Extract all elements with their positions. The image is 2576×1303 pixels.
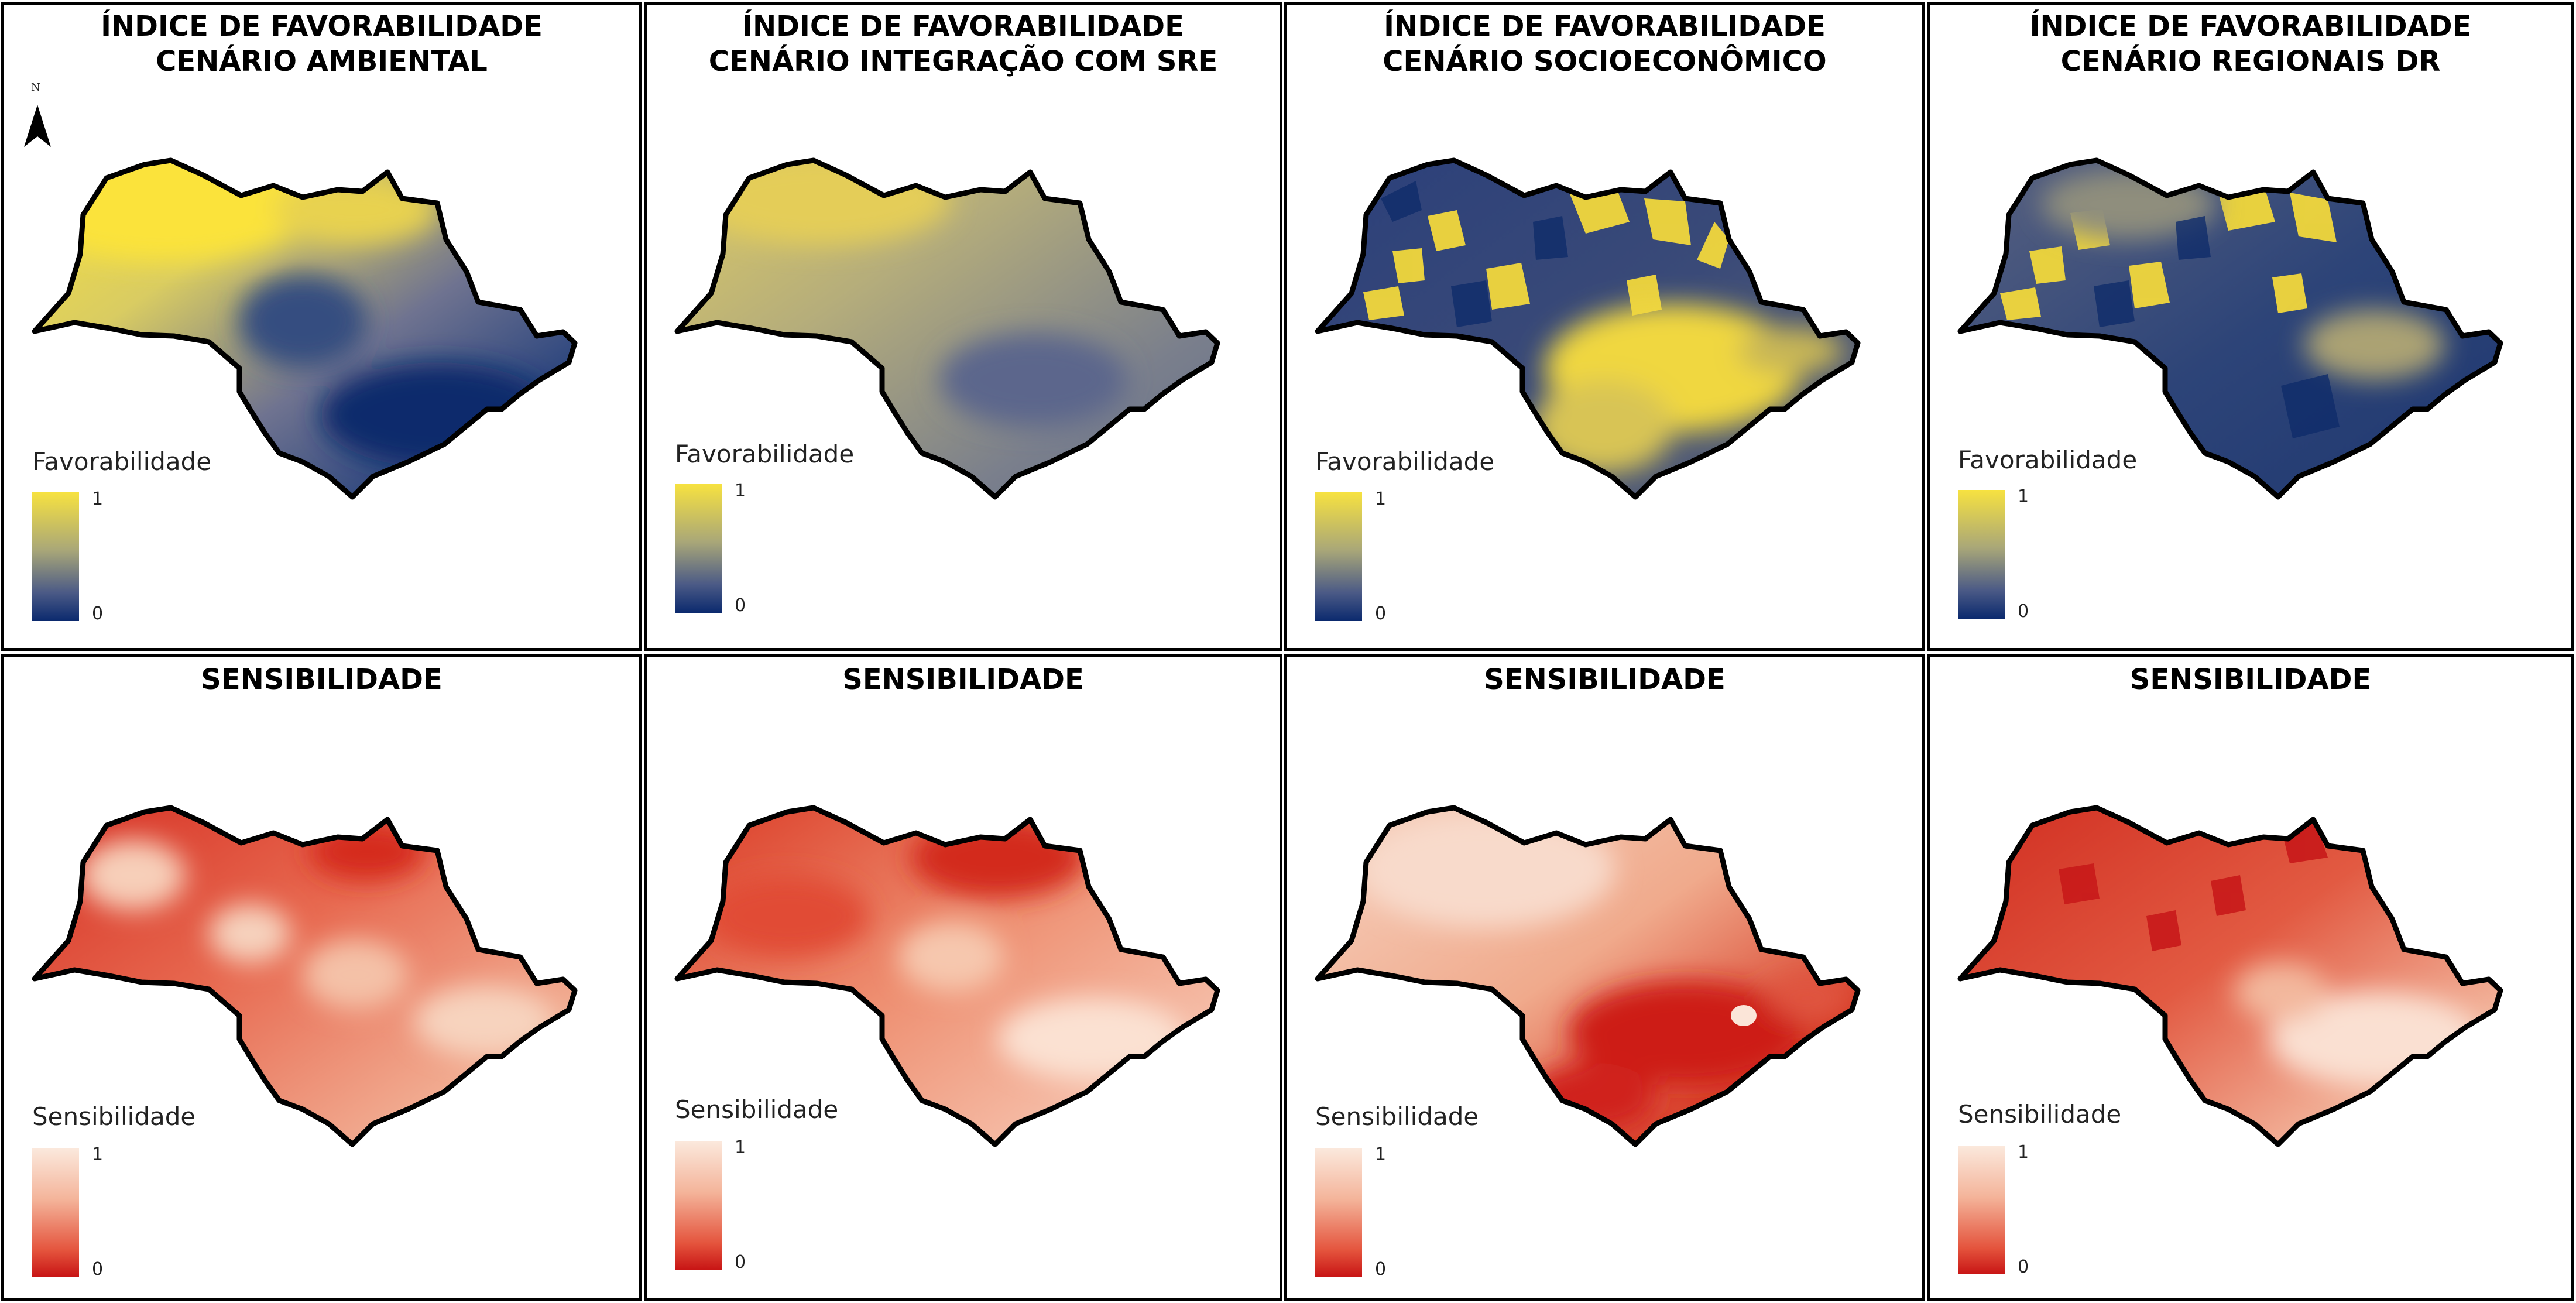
legend-max-label: 1 [2018,1142,2029,1163]
map-panel-sensibilidade-ambiental: SENSIBILIDADE Sensibilidade 1 0 [1,654,642,1301]
panel-title: SENSIBILIDADE [1930,662,2571,697]
map-panel-sensibilidade-regionais-dr: SENSIBILIDADE Sensibilidade 1 0 [1927,654,2574,1301]
legend-max-label: 1 [1375,1144,1387,1165]
state-map [32,805,578,1147]
legend-title: Sensibilidade [32,1102,196,1131]
legend-max-label: 1 [92,1144,104,1165]
title-line-1: SENSIBILIDADE [842,663,1084,696]
title-line-2: CENÁRIO INTEGRAÇÃO COM SRE [708,45,1218,78]
legend-color-ramp [1315,1148,1362,1277]
title-line-1: SENSIBILIDADE [2129,663,2372,696]
legend-min-label: 0 [92,604,104,624]
legend-title: Sensibilidade [675,1095,839,1124]
legend-title: Sensibilidade [1315,1102,1479,1131]
title-line-1: SENSIBILIDADE [1484,663,1726,696]
legend-min-label: 0 [735,595,746,616]
title-line-1: ÍNDICE DE FAVORABILIDADE [101,10,543,43]
state-map [1957,805,2503,1147]
title-line-2: CENÁRIO REGIONAIS DR [2060,45,2441,78]
legend-title: Sensibilidade [1958,1100,2122,1129]
title-line-1: ÍNDICE DE FAVORABILIDADE [742,10,1184,43]
north-label: N [31,81,40,94]
map-panel-integracao-sre: ÍNDICE DE FAVORABILIDADE CENÁRIO INTEGRA… [644,2,1282,651]
title-line-1: SENSIBILIDADE [201,663,443,696]
legend-min-label: 0 [2018,601,2029,622]
legend-color-ramp [32,492,79,621]
panel-title: SENSIBILIDADE [4,662,639,697]
state-map [674,157,1220,500]
map-panel-sensibilidade-socioeconomico: SENSIBILIDADE Sensibilidade 1 0 [1284,654,1925,1301]
title-line-2: CENÁRIO SOCIOECONÔMICO [1383,45,1827,78]
panel-title: ÍNDICE DE FAVORABILIDADE CENÁRIO AMBIENT… [4,9,639,79]
panel-title: SENSIBILIDADE [1287,662,1922,697]
title-line-1: ÍNDICE DE FAVORABILIDADE [2029,10,2472,43]
legend-min-label: 0 [2018,1257,2029,1277]
legend-color-ramp [1958,490,2005,619]
legend-color-ramp [1958,1146,2005,1274]
legend-max-label: 1 [1375,489,1387,509]
state-map [1315,157,1861,500]
panel-title: ÍNDICE DE FAVORABILIDADE CENÁRIO SOCIOEC… [1287,9,1922,79]
state-map [1957,157,2503,500]
legend-max-label: 1 [735,1137,746,1158]
legend-color-ramp [1315,492,1362,621]
legend-title: Favorabilidade [1958,445,2138,474]
legend-color-ramp [675,484,722,613]
legend-min-label: 0 [1375,1259,1387,1280]
legend-max-label: 1 [735,481,746,501]
map-panel-regionais-dr: ÍNDICE DE FAVORABILIDADE CENÁRIO REGIONA… [1927,2,2574,651]
legend-min-label: 0 [92,1259,104,1280]
map-panel-socioeconomico: ÍNDICE DE FAVORABILIDADE CENÁRIO SOCIOEC… [1284,2,1925,651]
legend-color-ramp [32,1148,79,1277]
legend-max-label: 1 [2018,486,2029,507]
north-arrow-icon [24,105,51,147]
title-line-1: ÍNDICE DE FAVORABILIDADE [1384,10,1826,43]
title-line-2: CENÁRIO AMBIENTAL [156,45,488,78]
legend-title: Favorabilidade [1315,447,1495,476]
legend-title: Favorabilidade [32,447,212,476]
state-map [674,805,1220,1147]
legend-color-ramp [675,1141,722,1270]
legend-max-label: 1 [92,489,104,509]
map-panel-sensibilidade-sre: SENSIBILIDADE Sensibilidade 1 0 [644,654,1282,1301]
state-map [32,157,578,500]
panel-title: ÍNDICE DE FAVORABILIDADE CENÁRIO INTEGRA… [647,9,1280,79]
state-map [1315,805,1861,1147]
panel-title: ÍNDICE DE FAVORABILIDADE CENÁRIO REGIONA… [1930,9,2571,79]
map-panel-ambiental: ÍNDICE DE FAVORABILIDADE CENÁRIO AMBIENT… [1,2,642,651]
panel-title: SENSIBILIDADE [647,662,1280,697]
legend-min-label: 0 [1375,604,1387,624]
legend-min-label: 0 [735,1252,746,1273]
legend-title: Favorabilidade [675,440,855,468]
